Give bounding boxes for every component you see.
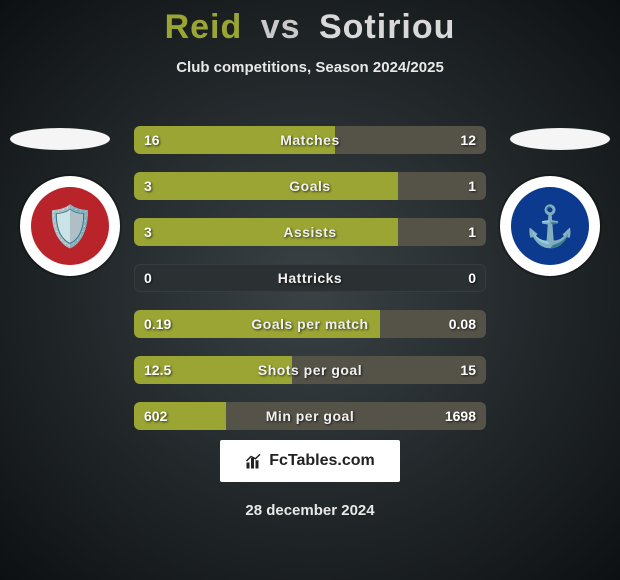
- statbars: 1612Matches 31Goals 31Assists 00Hattricks 0.…: [134, 126, 486, 448]
- stat-row: 00Hattricks: [134, 264, 486, 292]
- anchor-icon: ⚓: [525, 203, 575, 250]
- oval-right: [510, 128, 610, 150]
- stat-label: Shots per goal: [134, 356, 486, 384]
- badge-inner-right: ⚓: [511, 187, 589, 265]
- subtitle: Club competitions, Season 2024/2025: [0, 59, 620, 76]
- oval-left: [10, 128, 110, 150]
- team-badge-right: ⚓: [500, 176, 600, 276]
- date-label: 28 december 2024: [0, 502, 620, 519]
- shield-icon: 🛡️: [45, 203, 95, 250]
- player1-name: Reid: [165, 8, 243, 46]
- team-badge-left: 🛡️: [20, 176, 120, 276]
- badge-circle: 🛡️: [20, 176, 120, 276]
- stat-label: Assists: [134, 218, 486, 246]
- title-vs: vs: [261, 8, 301, 46]
- badge-circle: ⚓: [500, 176, 600, 276]
- stat-label: Hattricks: [134, 264, 486, 292]
- page-title: Reid vs Sotiriou: [0, 8, 620, 47]
- stat-row: 1612Matches: [134, 126, 486, 154]
- badge-inner-left: 🛡️: [31, 187, 109, 265]
- stat-row: 31Goals: [134, 172, 486, 200]
- chart-icon: [245, 452, 263, 470]
- stat-label: Min per goal: [134, 402, 486, 430]
- stat-row: 31Assists: [134, 218, 486, 246]
- stat-label: Goals: [134, 172, 486, 200]
- stat-label: Matches: [134, 126, 486, 154]
- stat-row: 6021698Min per goal: [134, 402, 486, 430]
- brand-box[interactable]: FcTables.com: [220, 440, 400, 482]
- stat-label: Goals per match: [134, 310, 486, 338]
- player2-name: Sotiriou: [319, 8, 455, 46]
- title-wrap: Reid vs Sotiriou Club competitions, Seas…: [0, 0, 620, 76]
- brand-label: FcTables.com: [269, 452, 375, 470]
- stat-row: 0.190.08Goals per match: [134, 310, 486, 338]
- stat-row: 12.515Shots per goal: [134, 356, 486, 384]
